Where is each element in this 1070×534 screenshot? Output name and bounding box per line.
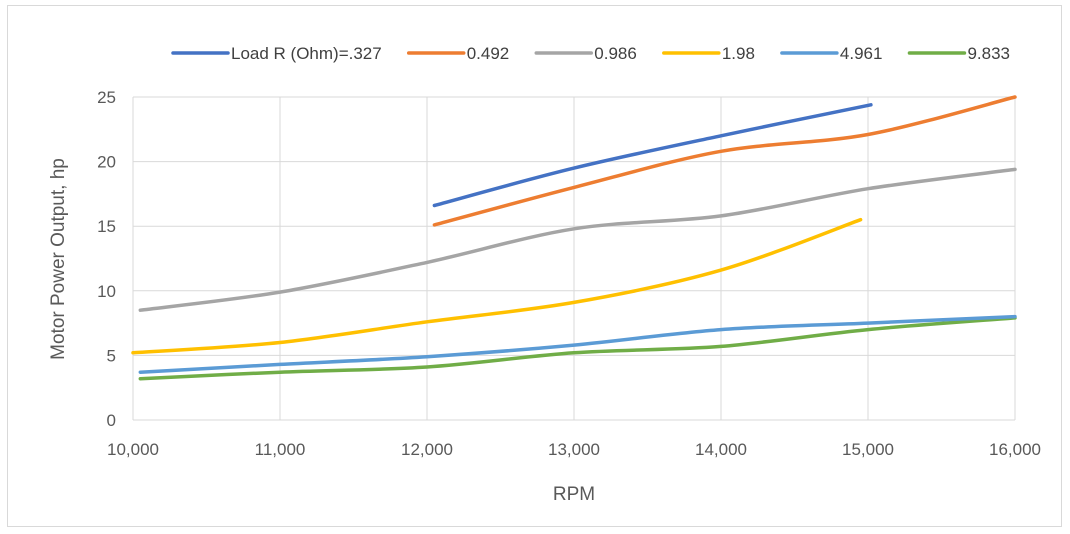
legend-label: 0.492 — [467, 44, 510, 63]
legend-label: 1.98 — [722, 44, 755, 63]
x-tick-label: 11,000 — [255, 440, 306, 459]
x-tick-label: 14,000 — [695, 440, 747, 459]
series-line — [432, 95, 1017, 227]
legend: Load R (Ohm)=.327 0.492 0.986 1.98 4.961 9.83… — [171, 44, 1010, 63]
x-tick-labels: 10,000 11,000 12,000 13,000 14,000 15,000 16,0… — [107, 440, 1041, 459]
legend-label: 9.833 — [967, 44, 1010, 63]
x-tick-label: 10,000 — [107, 440, 159, 459]
y-tick-label: 5 — [107, 346, 116, 365]
y-tick-label: 20 — [97, 153, 116, 172]
x-tick-label: 16,000 — [989, 440, 1041, 459]
series-line — [138, 316, 1017, 381]
y-axis-title: Motor Power Output, hp — [48, 158, 69, 360]
y-tick-label: 10 — [97, 282, 116, 301]
y-tick-label: 15 — [97, 217, 116, 236]
x-tick-label: 13,000 — [548, 440, 600, 459]
legend-label: 0.986 — [594, 44, 637, 63]
gridlines — [132, 96, 1016, 421]
y-tick-label: 0 — [107, 411, 116, 430]
x-tick-label: 15,000 — [842, 440, 894, 459]
series-lines — [131, 95, 1017, 381]
series-line — [138, 167, 1017, 312]
series-line — [131, 217, 863, 355]
x-axis-title: RPM — [553, 484, 595, 505]
legend-label: Load R (Ohm)=.327 — [231, 44, 382, 63]
chart-frame — [7, 5, 1062, 527]
x-tick-label: 12,000 — [401, 440, 453, 459]
y-tick-labels: 0 5 10 15 20 25 — [97, 88, 116, 430]
y-tick-label: 25 — [97, 88, 116, 107]
legend-label: 4.961 — [840, 44, 883, 63]
series-line — [138, 314, 1017, 374]
series-line — [432, 103, 873, 208]
